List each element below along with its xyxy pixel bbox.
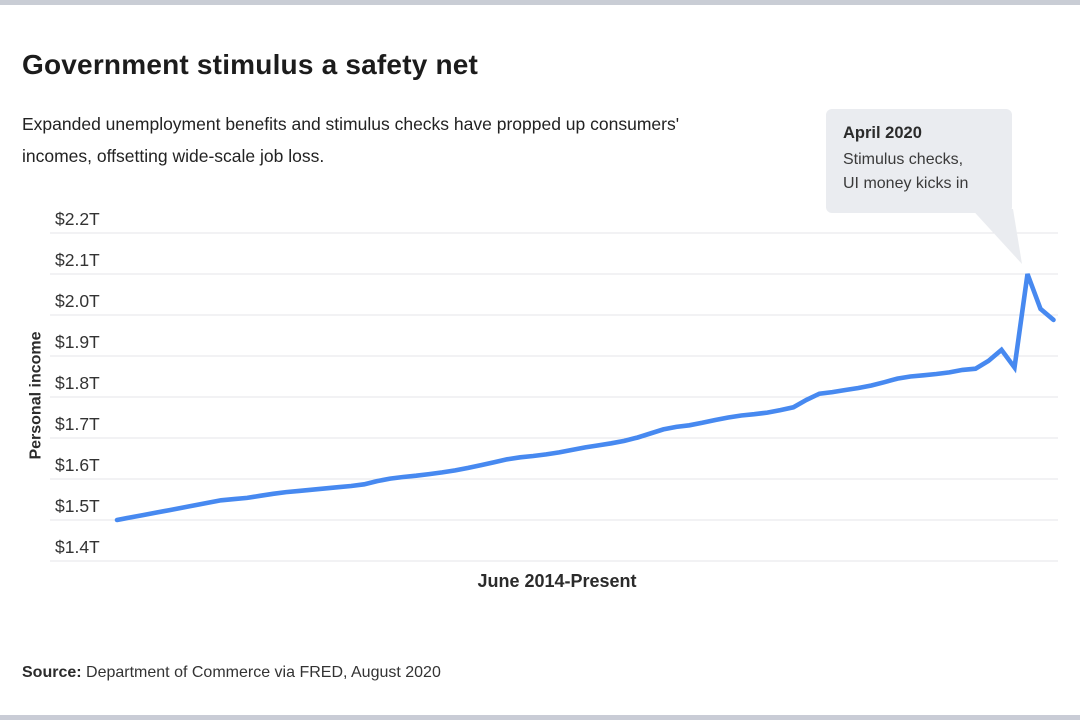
annotation-callout: April 2020 Stimulus checks, UI money kic… xyxy=(826,109,1012,213)
annotation-body-line2: UI money kicks in xyxy=(843,174,969,192)
y-tick-label: $1.5T xyxy=(55,496,100,516)
personal-income-line xyxy=(114,273,1056,523)
top-border-bar xyxy=(0,0,1080,5)
y-tick-label: $1.6T xyxy=(55,455,100,475)
y-tick-label: $1.9T xyxy=(55,332,100,352)
annotation-body-line1: Stimulus checks, xyxy=(843,151,964,168)
y-tick-label: $2.2T xyxy=(55,209,100,229)
x-axis-title: June 2014-Present xyxy=(477,571,637,591)
chart-subtitle: Expanded unemployment benefits and stimu… xyxy=(22,113,680,166)
bottom-border-bar xyxy=(0,715,1080,720)
y-tick-label: $1.7T xyxy=(55,414,100,434)
y-tick-label: $2.1T xyxy=(55,250,100,270)
y-axis-title: Personal income xyxy=(27,331,45,460)
source-label: Source: xyxy=(22,664,82,681)
source-attribution: Source: Department of Commerce via FRED,… xyxy=(22,664,822,682)
y-tick-label: $2.0T xyxy=(55,291,100,311)
y-tick-label: $1.8T xyxy=(55,373,100,393)
annotation-title: April 2020 xyxy=(843,124,922,142)
source-value: Department of Commerce via FRED, August … xyxy=(86,664,441,681)
y-tick-label: $1.4T xyxy=(55,537,100,557)
page-title: Government stimulus a safety net xyxy=(22,48,479,80)
